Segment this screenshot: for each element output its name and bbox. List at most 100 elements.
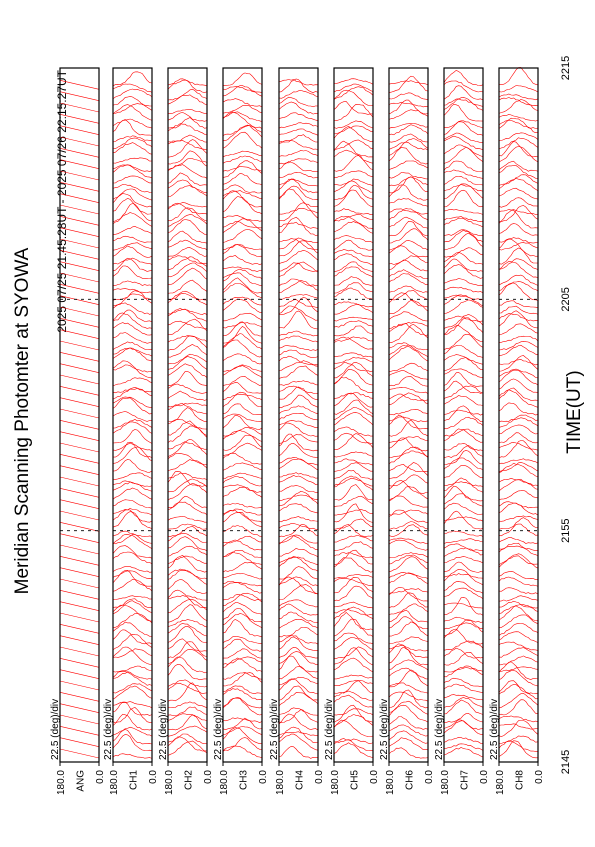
trace [443, 481, 484, 487]
trace [222, 717, 263, 731]
trace [498, 570, 538, 580]
trace [112, 530, 153, 537]
trace [333, 399, 374, 415]
trace [112, 726, 153, 737]
trace [388, 446, 429, 465]
trace [388, 321, 429, 329]
trace [278, 627, 319, 638]
trace [112, 197, 153, 215]
trace [59, 295, 100, 305]
trace [388, 509, 429, 516]
trace [443, 184, 484, 192]
trace [59, 352, 100, 362]
trace [59, 182, 100, 192]
y-tick-label: 180.0 [164, 770, 175, 795]
trace [498, 146, 539, 163]
trace [167, 682, 208, 702]
trace [333, 742, 374, 759]
trace [222, 535, 262, 544]
trace [333, 287, 374, 300]
trace [59, 91, 100, 101]
trace [498, 576, 539, 587]
trace [278, 535, 319, 551]
trace [59, 465, 100, 475]
channel-label: CH6 [405, 770, 416, 790]
trace [388, 464, 429, 473]
trace [388, 700, 429, 715]
trace [278, 434, 319, 444]
trace [112, 119, 153, 136]
trace [59, 556, 100, 566]
trace [388, 208, 429, 221]
trace [112, 396, 152, 408]
trace [388, 322, 429, 336]
trace [167, 472, 208, 480]
trace [443, 229, 484, 237]
trace [443, 315, 484, 322]
trace [112, 411, 153, 422]
trace [443, 416, 484, 430]
trace [333, 690, 374, 701]
trace [333, 432, 374, 444]
trace [278, 171, 319, 179]
trace [59, 159, 100, 169]
trace [333, 208, 374, 216]
trace [443, 334, 484, 350]
trace [443, 428, 484, 437]
trace [333, 574, 374, 579]
trace [443, 465, 484, 479]
trace [222, 608, 263, 623]
trace [222, 737, 263, 752]
trace [222, 671, 263, 680]
trace [443, 720, 484, 736]
trace [222, 717, 263, 724]
trace [167, 536, 208, 551]
trace [167, 134, 208, 144]
trace [278, 584, 319, 600]
trace [498, 417, 539, 428]
trace [167, 309, 208, 316]
trace [443, 530, 484, 537]
trace [333, 180, 374, 193]
trace [443, 428, 484, 443]
trace [278, 726, 319, 743]
trace [443, 573, 484, 579]
trace [498, 735, 539, 744]
trace [278, 422, 319, 437]
trace [112, 184, 153, 193]
trace [167, 619, 208, 628]
trace [278, 78, 319, 94]
trace [59, 612, 100, 623]
trace [222, 414, 263, 430]
trace [222, 111, 263, 129]
trace [443, 313, 484, 329]
trace [333, 585, 374, 602]
trace [498, 369, 539, 386]
trace [443, 677, 484, 688]
trace [112, 707, 152, 724]
trace [388, 616, 429, 630]
trace [167, 202, 208, 215]
trace [333, 120, 374, 129]
trace [167, 239, 208, 251]
trace [388, 147, 429, 165]
trace [333, 239, 374, 251]
trace [498, 680, 539, 695]
trace [167, 390, 208, 401]
trace [278, 385, 319, 394]
trace [278, 475, 319, 485]
trace [112, 225, 153, 236]
trace [223, 215, 263, 222]
trace [498, 440, 539, 459]
trace [222, 229, 263, 243]
trace [333, 185, 374, 200]
trace [278, 456, 319, 466]
trace [278, 262, 319, 272]
trace [278, 240, 319, 257]
trace [223, 312, 263, 322]
trace [498, 247, 539, 265]
trace [498, 587, 539, 595]
trace [222, 403, 263, 416]
trace [167, 459, 208, 471]
